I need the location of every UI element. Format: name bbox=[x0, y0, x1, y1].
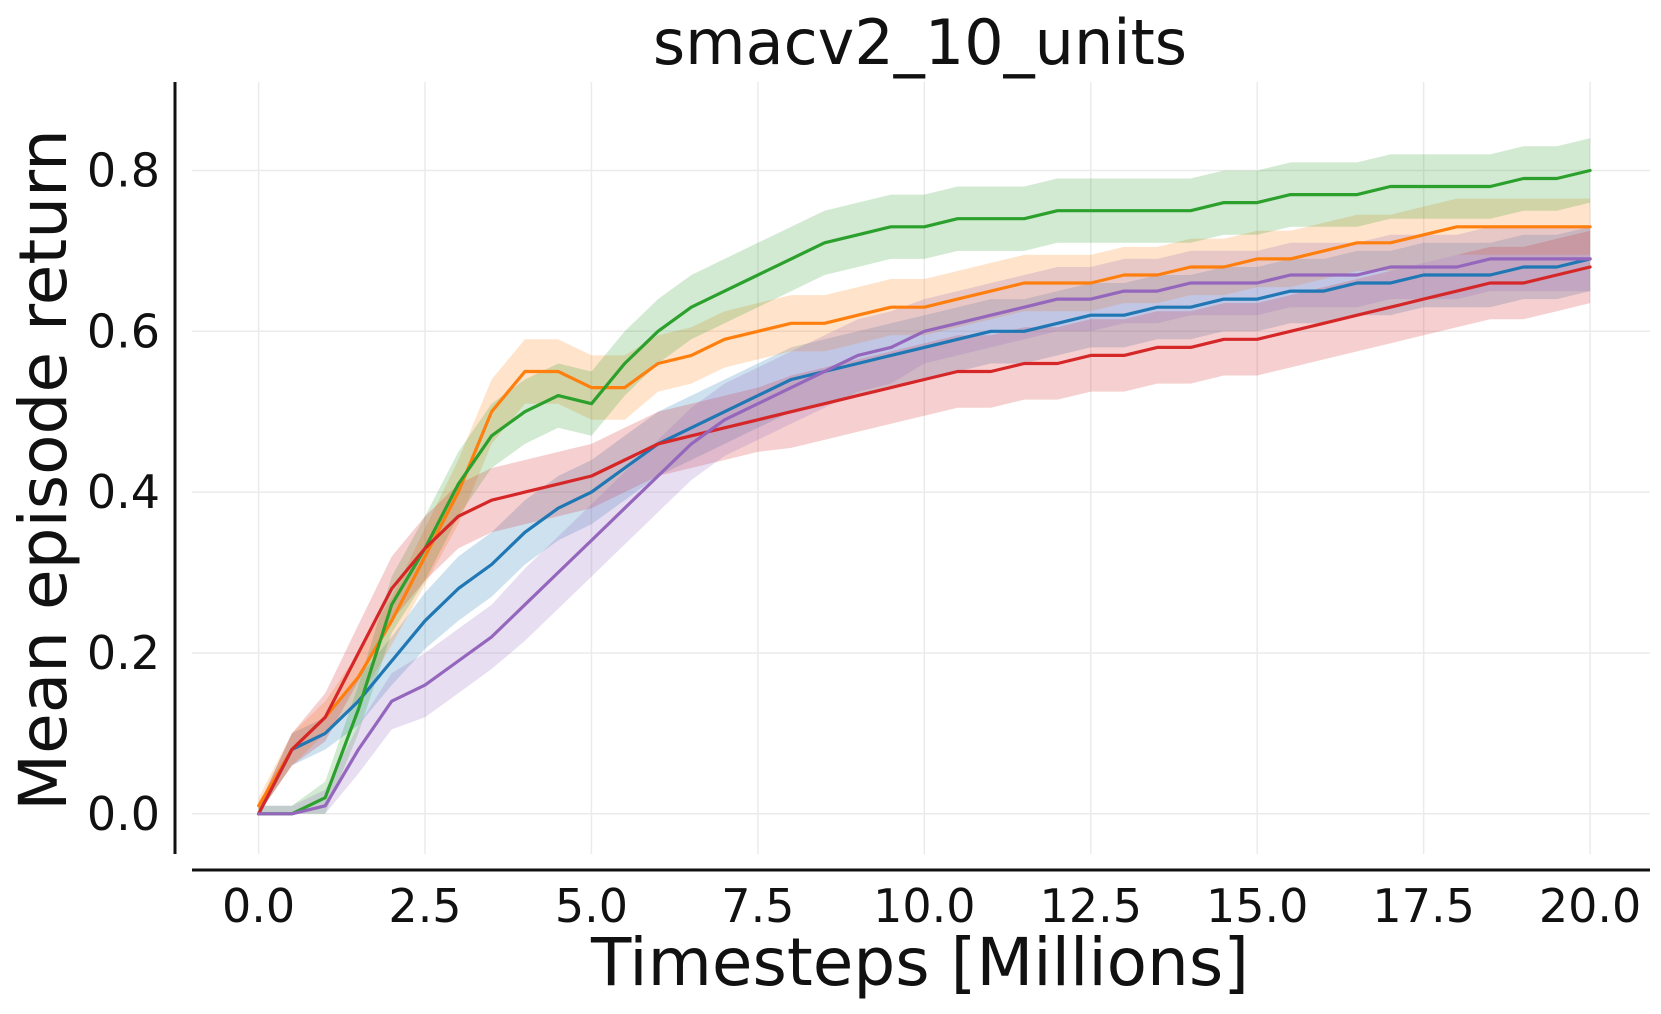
x-tick-label: 17.5 bbox=[1372, 879, 1474, 933]
y-tick-label: 0.8 bbox=[87, 143, 160, 197]
x-tick-label: 5.0 bbox=[555, 879, 628, 933]
series-line-green bbox=[257, 168, 1592, 816]
x-tick-label: 7.5 bbox=[721, 879, 794, 933]
x-axis-title: Timesteps [Millions] bbox=[590, 924, 1249, 1001]
y-tick-labels: 0.0 0.2 0.4 0.6 0.8 bbox=[87, 143, 160, 840]
band-blue bbox=[258, 226, 1591, 814]
x-tick-label: 12.5 bbox=[1040, 879, 1142, 933]
y-tick-label: 0.6 bbox=[87, 304, 160, 358]
y-tick-label: 0.2 bbox=[87, 626, 160, 680]
x-tick-label: 2.5 bbox=[388, 879, 461, 933]
x-tick-label: 15.0 bbox=[1206, 879, 1308, 933]
x-tick-label: 20.0 bbox=[1539, 879, 1641, 933]
band-purple bbox=[258, 226, 1591, 814]
series-line-orange bbox=[257, 225, 1592, 808]
x-tick-labels: 0.0 2.5 5.0 7.5 10.0 12.5 15.0 17.5 20.0 bbox=[222, 879, 1641, 933]
y-tick-label: 0.0 bbox=[87, 787, 160, 841]
x-tick-label: 10.0 bbox=[873, 879, 975, 933]
chart-title: smacv2_10_units bbox=[653, 6, 1187, 79]
series-line-blue bbox=[257, 257, 1592, 816]
band-orange bbox=[258, 198, 1591, 814]
y-axis-title: Mean episode return bbox=[5, 129, 82, 811]
series-lines bbox=[257, 168, 1592, 816]
series-line-red bbox=[257, 265, 1592, 816]
band-green bbox=[258, 138, 1591, 814]
x-tick-label: 0.0 bbox=[222, 879, 295, 933]
y-tick-label: 0.4 bbox=[87, 465, 160, 519]
series-line-purple bbox=[257, 257, 1592, 816]
